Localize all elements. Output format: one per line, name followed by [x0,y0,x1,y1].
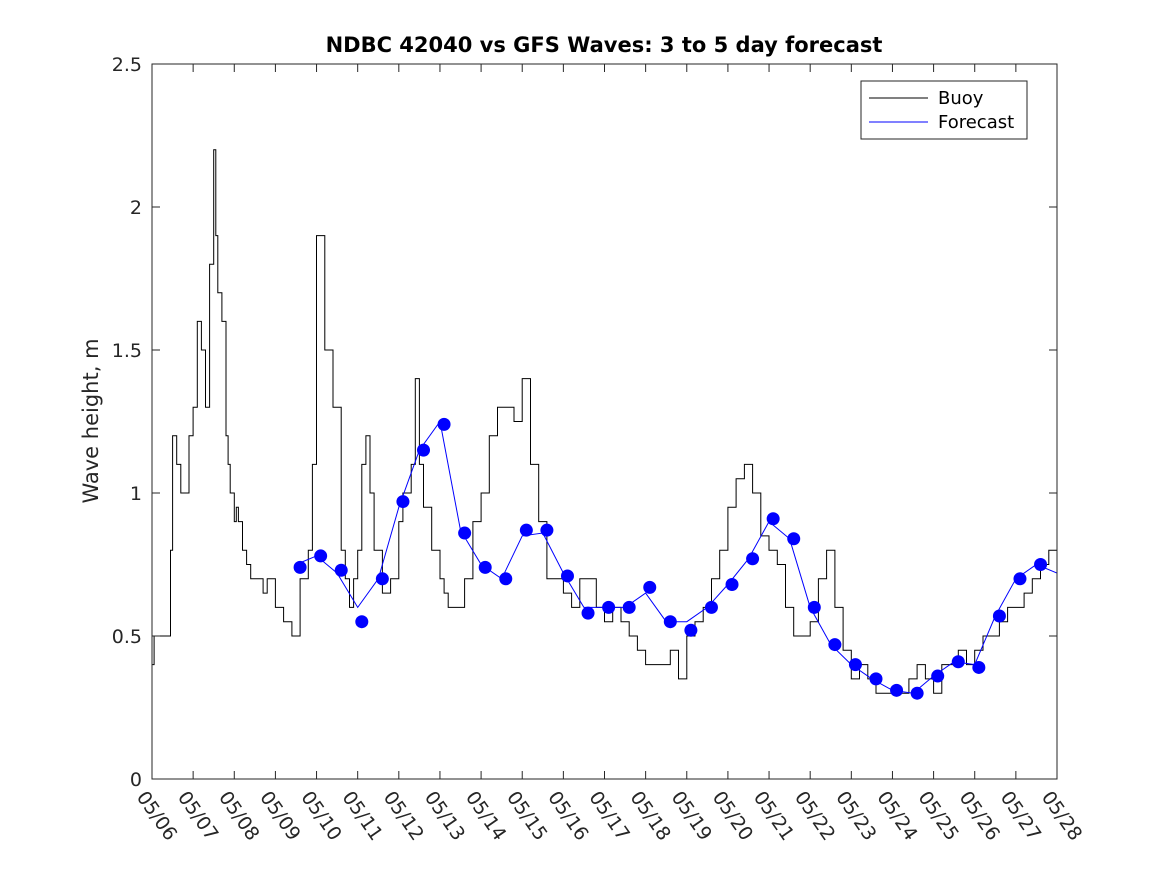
x-tick-label: 05/27 [996,787,1045,844]
x-tick-label: 05/11 [338,787,387,844]
forecast-marker [602,600,616,614]
x-tick-label: 05/09 [255,787,304,844]
x-tick-label: 05/12 [379,787,428,844]
x-tick-label: 05/08 [214,787,263,844]
forecast-marker [787,532,801,546]
x-tick-label: 05/26 [955,787,1004,844]
forecast-marker [931,669,945,683]
forecast-marker [951,655,965,669]
forecast-marker [848,658,862,672]
x-tick-label: 05/18 [626,787,675,844]
forecast-marker [643,580,657,594]
forecast-marker [992,609,1006,623]
y-tick-label: 0.5 [112,626,142,648]
x-tick-label: 05/23 [831,787,880,844]
y-axis-label: Wave height, m [79,338,103,503]
x-tick-label: 05/07 [173,787,222,844]
y-tick-label: 0 [130,769,142,791]
forecast-marker [519,523,533,537]
forecast-marker [499,572,513,586]
forecast-marker [355,615,369,629]
forecast-marker [869,672,883,686]
x-tick-label: 05/14 [461,787,510,844]
buoy-series-line [152,149,1057,694]
x-tick-label: 05/06 [132,787,181,844]
forecast-marker [478,560,492,574]
forecast-marker [1013,572,1027,586]
x-tick-label: 05/22 [790,787,839,844]
forecast-marker [725,578,739,592]
forecast-marker [540,523,554,537]
x-tick-label: 05/13 [420,787,469,844]
forecast-marker [293,560,307,574]
forecast-marker [807,600,821,614]
forecast-marker [581,606,595,620]
forecast-marker [458,526,472,540]
forecast-marker [828,638,842,652]
forecast-marker [375,572,389,586]
x-tick-label: 05/25 [913,787,962,844]
forecast-marker [334,563,348,577]
x-tick-label: 05/24 [872,787,921,844]
forecast-marker [622,600,636,614]
forecast-marker [560,569,574,583]
x-tick-label: 05/20 [708,787,757,844]
legend-buoy-label: Buoy [938,88,984,109]
forecast-marker [437,417,451,431]
x-tick-label: 05/17 [584,787,633,844]
forecast-marker [684,623,698,637]
x-tick-label: 05/19 [667,787,716,844]
chart-title: NDBC 42040 vs GFS Waves: 3 to 5 day fore… [326,33,883,57]
forecast-marker [417,443,430,457]
plot-frame [151,63,1058,780]
legend-forecast-label: Forecast [938,112,1014,133]
plot-background [152,64,1057,779]
forecast-marker [746,552,760,566]
x-tick-label: 05/16 [543,787,592,844]
forecast-marker [663,615,677,629]
x-tick-label: 05/15 [502,787,551,844]
y-tick-label: 1.5 [112,340,142,362]
forecast-marker [314,549,328,563]
x-tick-label: 05/10 [296,787,345,844]
forecast-marker [1034,558,1048,571]
forecast-marker [704,600,718,614]
forecast-marker [890,683,904,697]
y-tick-label: 1 [130,483,142,505]
legend-box [860,80,1028,140]
forecast-marker [910,686,924,700]
marker-layer [293,417,1048,700]
x-tick-label: 05/21 [749,787,798,844]
legend: Buoy Forecast [860,80,1028,140]
x-tick-label: 05/28 [1037,787,1086,844]
forecast-marker [396,495,410,509]
forecast-marker [972,660,986,674]
y-tick-label: 2 [130,197,142,219]
forecast-marker [766,512,780,526]
y-tick-label: 2.5 [112,54,142,76]
